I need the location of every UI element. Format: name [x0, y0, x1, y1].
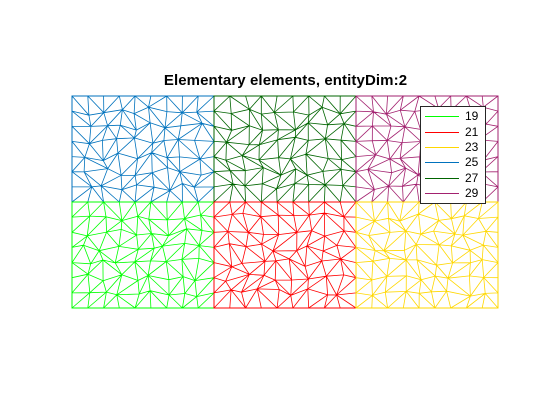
mesh-edges — [355, 201, 499, 309]
legend-swatch — [425, 116, 459, 118]
legend-entry: 23 — [421, 140, 485, 155]
mesh-patch-19 — [71, 201, 215, 309]
legend-entry: 21 — [421, 124, 485, 139]
legend-label: 23 — [465, 139, 479, 154]
legend-entry: 25 — [421, 155, 485, 170]
legend-entry: 27 — [421, 171, 485, 186]
legend-swatch — [425, 131, 459, 133]
mesh-patch-25 — [71, 95, 215, 203]
mesh-patch-21 — [213, 201, 357, 309]
mesh-patch-27 — [213, 95, 357, 203]
legend-label: 25 — [465, 155, 479, 170]
mesh-edges — [213, 201, 357, 309]
legend-entry: 19 — [421, 109, 485, 124]
legend-swatch — [425, 146, 459, 148]
mesh-edges — [71, 201, 215, 309]
legend-label: 29 — [465, 186, 479, 201]
mesh-patch-23 — [355, 201, 499, 309]
legend-swatch — [425, 177, 459, 179]
legend: 19 21 23 25 27 29 — [420, 106, 486, 205]
legend-label: 21 — [465, 124, 479, 139]
legend-swatch — [425, 162, 459, 164]
legend-entry: 29 — [421, 186, 485, 201]
legend-swatch — [425, 193, 459, 195]
plot-title: Elementary elements, entityDim:2 — [163, 72, 408, 89]
mesh-edges — [213, 95, 357, 203]
mesh-edges — [71, 95, 215, 203]
legend-label: 27 — [465, 170, 479, 185]
legend-label: 19 — [465, 109, 479, 124]
